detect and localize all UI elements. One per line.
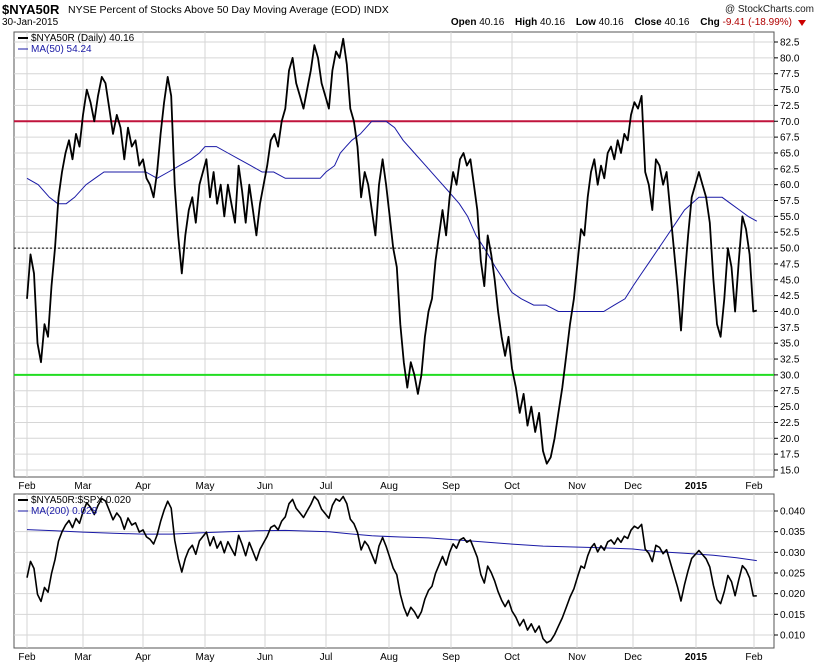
top-panel-legend-label: MA(50) 54.24 — [31, 44, 92, 55]
top-panel-ytick-label: 15.0 — [780, 466, 800, 477]
symbol-label: $NYA50R — [2, 2, 60, 17]
chart-title: NYSE Percent of Stocks Above 50 Day Movi… — [68, 4, 389, 16]
top-panel-ytick-label: 77.5 — [780, 69, 800, 80]
top-panel-ytick-label: 52.5 — [780, 228, 800, 239]
bottom-panel-legend-label: MA(200) 0.028 — [31, 506, 98, 517]
top-panel-xtick-label: 2015 — [685, 481, 708, 492]
date-label: 30-Jan-2015 — [2, 17, 59, 28]
top-panel-ytick-label: 40.0 — [780, 307, 800, 318]
top-panel-ytick-label: 25.0 — [780, 402, 800, 413]
close-label: Close — [634, 17, 662, 28]
bottom-panel-ytick-label: 0.035 — [780, 527, 805, 538]
top-panel-xtick-label: Apr — [135, 481, 151, 492]
top-panel-ytick-label: 60.0 — [780, 180, 800, 191]
ma50-series-line — [26, 120, 758, 312]
close-value: 40.16 — [664, 17, 690, 28]
top-panel-xtick-label: Mar — [74, 481, 92, 492]
top-panel-ytick-label: 17.5 — [780, 450, 800, 461]
chg-label: Chg — [700, 17, 720, 28]
bottom-panel-ytick-label: 0.025 — [780, 569, 805, 580]
top-panel-ytick-label: 42.5 — [780, 291, 800, 302]
bottom-panel-ytick-label: 0.040 — [780, 507, 805, 518]
top-panel-ytick-label: 67.5 — [780, 133, 800, 144]
bottom-panel-xtick-label: 2015 — [685, 652, 708, 663]
top-panel-ytick-label: 72.5 — [780, 101, 800, 112]
top-panel-ytick-label: 45.0 — [780, 275, 800, 286]
top-panel-ytick-label: 75.0 — [780, 85, 800, 96]
top-panel-xtick-label: Feb — [18, 481, 36, 492]
bottom-panel-ytick-label: 0.020 — [780, 589, 805, 600]
top-panel-ytick-label: 20.0 — [780, 434, 800, 445]
top-panel-xtick-label: Aug — [380, 481, 398, 492]
bottom-panel-ytick-label: 0.010 — [780, 631, 805, 642]
top-panel-ytick-label: 80.0 — [780, 53, 800, 64]
low-label: Low — [575, 17, 596, 28]
top-panel-ytick-label: 57.5 — [780, 196, 800, 207]
top-panel-xtick-label: Oct — [504, 481, 520, 492]
bottom-panel-xtick-label: Nov — [568, 652, 586, 663]
top-panel-legend-label: $NYA50R (Daily) 40.16 — [31, 33, 135, 44]
top-panel-xtick-label: Nov — [568, 481, 586, 492]
bottom-panel-legend-label: $NYA50R:$SPX 0.020 — [31, 495, 131, 506]
bottom-panel-xtick-label: Apr — [135, 652, 151, 663]
open-label: Open — [450, 17, 477, 28]
top-panel-xtick-label: May — [196, 481, 215, 492]
top-panel-xtick-label: Dec — [624, 481, 642, 492]
top-panel-ytick-label: 65.0 — [780, 148, 800, 159]
bottom-panel-xtick-label: Jun — [257, 652, 273, 663]
nya50r-series-line — [26, 37, 758, 465]
top-panel-xtick-label: Sep — [442, 481, 460, 492]
open-value: 40.16 — [479, 17, 505, 28]
bottom-panel-xtick-label: Dec — [624, 652, 642, 663]
bottom-panel-xtick-label: Oct — [504, 652, 520, 663]
top-panel-ytick-label: 35.0 — [780, 339, 800, 350]
top-panel-ytick-label: 37.5 — [780, 323, 800, 334]
top-panel-ytick-label: 82.5 — [780, 38, 800, 49]
chg-value: -9.41 (-18.99%) — [722, 17, 792, 28]
bottom-panel-xtick-label: Aug — [380, 652, 398, 663]
top-panel-xtick-label: Jul — [320, 481, 333, 492]
bottom-panel-xtick-label: May — [196, 652, 215, 663]
high-value: 40.16 — [540, 17, 566, 28]
low-value: 40.16 — [598, 17, 624, 28]
ratio-series-line — [26, 495, 757, 644]
top-panel-ytick-label: 62.5 — [780, 164, 800, 175]
top-panel-ytick-label: 27.5 — [780, 386, 800, 397]
ma200-series-line — [26, 529, 757, 562]
bottom-panel-xtick-label: Feb — [18, 652, 36, 663]
top-panel-ytick-label: 70.0 — [780, 117, 800, 128]
top-panel-xtick-label: Jun — [257, 481, 273, 492]
bottom-panel-xtick-label: Jul — [320, 652, 333, 663]
down-arrow-icon — [798, 20, 806, 26]
bottom-panel-xtick-label: Mar — [74, 652, 92, 663]
top-panel-ytick-label: 55.0 — [780, 212, 800, 223]
quote-bar: Open 40.16 High 40.16 Low 40.16 Close 40… — [451, 17, 792, 28]
top-panel-ytick-label: 47.5 — [780, 259, 800, 270]
bottom-panel-xtick-label: Feb — [745, 652, 763, 663]
bottom-panel-ytick-label: 0.030 — [780, 548, 805, 559]
top-panel-xtick-label: Feb — [745, 481, 763, 492]
top-panel-ytick-label: 32.5 — [780, 355, 800, 366]
bottom-panel-ytick-label: 0.015 — [780, 610, 805, 621]
top-panel-ytick-label: 50.0 — [780, 244, 800, 255]
bottom-panel-xtick-label: Sep — [442, 652, 460, 663]
high-label: High — [515, 17, 538, 28]
top-panel-ytick-label: 22.5 — [780, 418, 800, 429]
copyright-label: @ StockCharts.com — [724, 4, 814, 15]
top-panel-ytick-label: 30.0 — [780, 370, 800, 381]
